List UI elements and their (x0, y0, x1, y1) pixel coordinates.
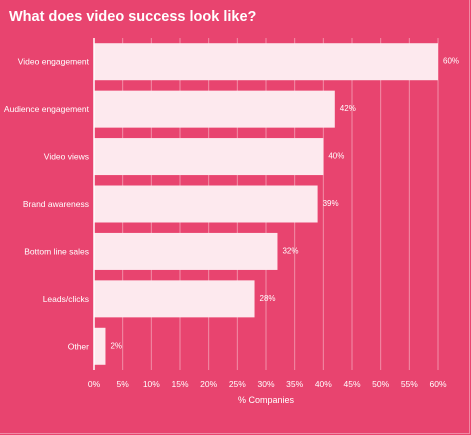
x-tick-label: 60% (429, 379, 446, 389)
data-label: 39% (323, 199, 339, 208)
bars (94, 43, 438, 365)
bar (94, 138, 324, 176)
bar (94, 90, 335, 128)
bar (94, 327, 106, 365)
x-tick-labels: 0% 5% 10% 15% 20% 25% 30% 35% 40% 45% 50% 55% 60% (88, 379, 447, 389)
data-label: 32% (282, 246, 298, 255)
x-tick-label: 45% (343, 379, 360, 389)
x-tick-label: 10% (143, 379, 160, 389)
x-tick-label: 50% (372, 379, 389, 389)
category-label: Video engagement (18, 57, 90, 67)
x-tick-label: 35% (286, 379, 303, 389)
data-label: 40% (328, 152, 344, 161)
category-label: Other (68, 341, 89, 351)
x-tick-label: 20% (200, 379, 217, 389)
bar (94, 185, 318, 223)
x-tick-label: 30% (257, 379, 274, 389)
x-tick-label: 5% (117, 379, 130, 389)
bar (94, 232, 278, 270)
x-tick-label: 25% (229, 379, 246, 389)
x-tick-label: 55% (401, 379, 418, 389)
category-label: Audience engagement (4, 104, 90, 114)
x-axis-title: % Companies (238, 395, 295, 405)
bar (94, 43, 438, 81)
category-label: Brand awareness (23, 199, 89, 209)
x-tick-label: 40% (315, 379, 332, 389)
bar (94, 280, 255, 318)
chart-title: What does video success look like? (9, 9, 257, 25)
data-label: 28% (260, 294, 276, 303)
data-label: 42% (340, 104, 356, 113)
x-tick-label: 15% (171, 379, 188, 389)
category-label: Video views (44, 152, 89, 162)
data-label: 60% (443, 57, 459, 66)
x-tick-label: 0% (88, 379, 101, 389)
category-label: Leads/clicks (43, 294, 89, 304)
category-labels: Video engagement Audience engagement Video… (4, 57, 90, 352)
data-label: 2% (110, 341, 122, 350)
category-label: Bottom line sales (24, 246, 89, 256)
value-labels: 60% 42% 40% 39% 32% 28% 2% (110, 57, 459, 351)
